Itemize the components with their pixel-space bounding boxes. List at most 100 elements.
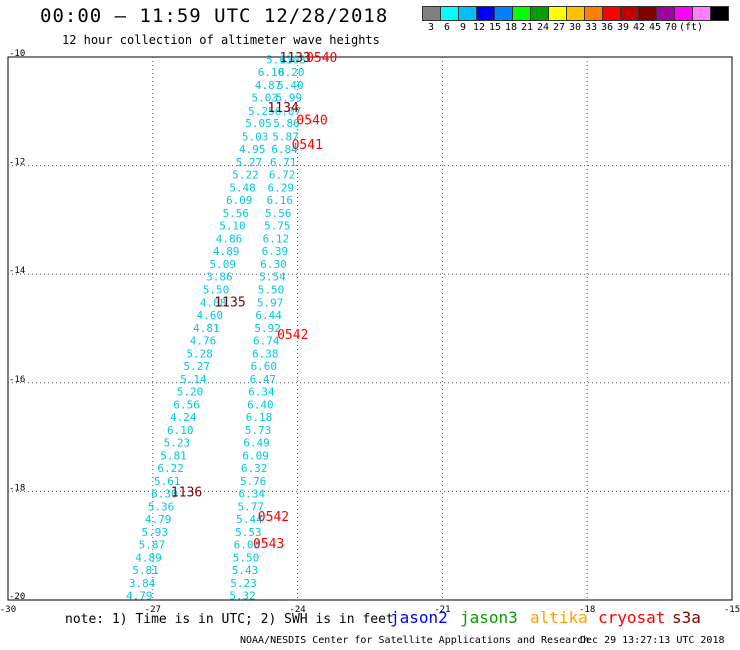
swh-label-west: 5.81 bbox=[160, 450, 187, 463]
swh-label-west: 6.10 bbox=[258, 66, 285, 79]
y-tick-label: -18 bbox=[9, 483, 25, 493]
swh-label-west: 5.50 bbox=[203, 283, 230, 296]
pass-time-label: 1136 bbox=[171, 485, 202, 500]
x-tick-label: -21 bbox=[434, 605, 450, 615]
swh-label-west: 4.60 bbox=[197, 309, 224, 322]
swh-label-east: 5.73 bbox=[245, 424, 272, 437]
swh-label-east: 6.71 bbox=[270, 156, 297, 169]
scale-label: (ft) bbox=[679, 22, 704, 33]
color-scale-labels: 3 6 9 12 15 18 21 24 27 30 33 36 39 42 45 70 (ft) bbox=[423, 22, 704, 33]
swh-label-west: 4.24 bbox=[170, 411, 197, 424]
scale-label: 70 bbox=[664, 22, 678, 33]
swh-label-east: 6.34 bbox=[248, 385, 275, 398]
swh-label-west: 4.87 bbox=[255, 79, 282, 92]
swh-label-east: 6.38 bbox=[252, 347, 279, 360]
swh-label-east: 5.77 bbox=[238, 501, 265, 514]
scale-label: 9 bbox=[459, 22, 467, 33]
scale-label: 36 bbox=[600, 22, 614, 33]
pass-time-label: 0542 bbox=[258, 510, 289, 525]
swh-label-east: 6.03 bbox=[234, 539, 261, 552]
swh-label-east: 6.16 bbox=[266, 194, 293, 207]
swh-label-east: 6.74 bbox=[253, 334, 280, 347]
swh-label-east: 6.18 bbox=[246, 411, 273, 424]
swh-label-east: 5.44 bbox=[236, 513, 263, 526]
swh-label-east: 5.50 bbox=[258, 283, 285, 296]
swh-label-east: 6.09 bbox=[242, 450, 269, 463]
chart-subtitle: 12 hour collection of altimeter wave hei… bbox=[62, 33, 380, 47]
pass-time-label: 1135 bbox=[214, 295, 245, 310]
y-tick-label: -16 bbox=[9, 375, 25, 385]
swh-label-east: 5.75 bbox=[264, 219, 291, 232]
swh-label-east: 5.54 bbox=[259, 270, 286, 283]
scale-label: 42 bbox=[632, 22, 646, 33]
swh-label-east: 6.84 bbox=[271, 143, 298, 156]
legend-jason2: jason2 bbox=[390, 608, 448, 627]
swh-label-east: 5.99 bbox=[276, 92, 303, 105]
swh-label-east: 5.97 bbox=[257, 296, 284, 309]
scale-label: 12 bbox=[472, 22, 486, 33]
pass-time-label: 0540 bbox=[306, 51, 337, 66]
swh-label-east: 6.30 bbox=[260, 258, 287, 271]
y-tick-label: -20 bbox=[9, 592, 25, 602]
credit-text: NOAA/NESDIS Center for Satellite Applica… bbox=[240, 635, 590, 646]
swh-label-east: 6.39 bbox=[262, 245, 289, 258]
swh-label-west: 5.20 bbox=[177, 385, 204, 398]
swh-label-west: 5.25 bbox=[248, 105, 275, 118]
swh-label-east: 5.32 bbox=[229, 590, 256, 603]
y-tick-label: -10 bbox=[9, 49, 25, 59]
swh-label-east: 5.56 bbox=[265, 207, 292, 220]
swh-label-east: 6.03 bbox=[280, 54, 307, 67]
scale-label: 27 bbox=[552, 22, 566, 33]
footer-note: note: 1) Time is in UTC; 2) SWH is in fe… bbox=[65, 612, 394, 627]
pass-time-label: 0541 bbox=[292, 138, 323, 153]
swh-label-west: 4.76 bbox=[190, 334, 217, 347]
swh-label-west: 6.09 bbox=[226, 194, 253, 207]
scale-label: 30 bbox=[568, 22, 582, 33]
swh-label-west: 5.87 bbox=[139, 539, 166, 552]
swh-label-east: 5.50 bbox=[233, 552, 260, 565]
legend-s3a: s3a bbox=[672, 608, 701, 627]
swh-label-west: 5.56 bbox=[223, 207, 250, 220]
scale-label: 3 bbox=[427, 22, 435, 33]
swh-label-west: 4.95 bbox=[239, 143, 266, 156]
scale-label: 39 bbox=[616, 22, 630, 33]
swh-label-west: 4.79 bbox=[145, 513, 172, 526]
swh-label-west: 5.22 bbox=[232, 168, 259, 181]
swh-label-west: 5.23 bbox=[164, 437, 191, 450]
swh-label-east: 6.12 bbox=[263, 232, 290, 245]
swh-label-west: 5.48 bbox=[229, 181, 256, 194]
pass-time-label: 0543 bbox=[253, 537, 284, 552]
swh-label-west: 5.61 bbox=[154, 475, 181, 488]
scale-swatch bbox=[710, 6, 729, 21]
swh-label-west: 6.56 bbox=[173, 399, 200, 412]
swh-label-east: 5.76 bbox=[240, 475, 267, 488]
swh-label-west: 3.86 bbox=[206, 270, 233, 283]
scale-label: 18 bbox=[504, 22, 518, 33]
legend-cryosat: cryosat bbox=[598, 608, 666, 627]
swh-label-east: 6.60 bbox=[251, 360, 278, 373]
legend-jason3: jason3 bbox=[460, 608, 518, 627]
swh-label-west: 5.93 bbox=[141, 526, 168, 539]
scale-label: 15 bbox=[488, 22, 502, 33]
y-tick-label: -12 bbox=[9, 158, 25, 168]
swh-label-east: 6.29 bbox=[267, 181, 294, 194]
swh-label-west: 4.89 bbox=[135, 552, 162, 565]
color-scale-bar bbox=[422, 6, 729, 21]
swh-label-east: 6.40 bbox=[247, 399, 274, 412]
swh-label-east: 6.07 bbox=[275, 105, 302, 118]
swh-label-east: 6.49 bbox=[243, 437, 270, 450]
x-tick-label: -15 bbox=[724, 605, 740, 615]
swh-label-east: 6.32 bbox=[241, 462, 268, 475]
scale-label: 21 bbox=[520, 22, 534, 33]
swh-label-east: 6.34 bbox=[238, 488, 265, 501]
swh-label-west: 4.89 bbox=[213, 245, 240, 258]
swh-label-west: 5.14 bbox=[180, 373, 207, 386]
x-tick-label: -27 bbox=[145, 605, 161, 615]
swh-label-west: 3.84 bbox=[129, 577, 156, 590]
x-tick-label: -18 bbox=[579, 605, 595, 615]
swh-label-east: 5.23 bbox=[230, 577, 257, 590]
y-tick-label: -14 bbox=[9, 266, 25, 276]
swh-label-west: 6.22 bbox=[157, 462, 184, 475]
swh-label-west: 4.86 bbox=[216, 232, 243, 245]
